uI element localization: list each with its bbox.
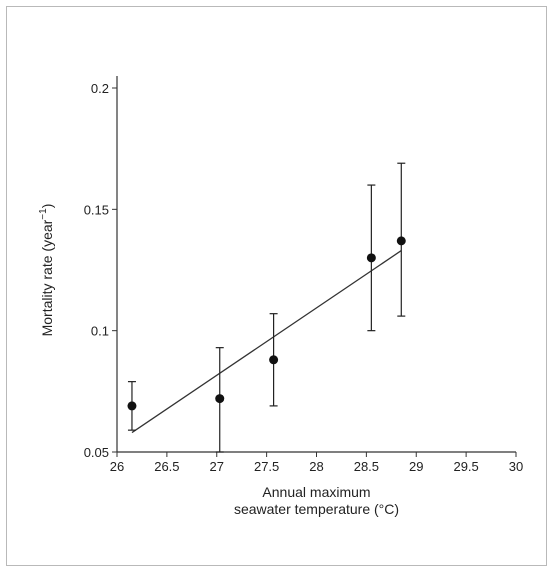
data-point bbox=[215, 394, 225, 404]
fit-line bbox=[131, 250, 402, 434]
data-point bbox=[366, 253, 376, 263]
x-ticks: 26 26.5 27 27.5 28 28.5 29 29.5 30 bbox=[110, 452, 523, 474]
x-tick-label: 28.5 bbox=[354, 459, 379, 474]
y-tick-label: 0.05 bbox=[84, 445, 109, 460]
y-tick-label: 0.2 bbox=[91, 81, 109, 96]
y-axis-title-suffix: ) bbox=[39, 204, 55, 209]
y-tick-label: 0.1 bbox=[91, 324, 109, 339]
regression-line bbox=[131, 250, 402, 434]
x-tick-label: 29.5 bbox=[453, 459, 478, 474]
data-point bbox=[127, 401, 137, 411]
x-axis-title-line-1: Annual maximum bbox=[262, 484, 370, 500]
data-point bbox=[396, 236, 406, 246]
x-tick-label: 27.5 bbox=[254, 459, 279, 474]
y-ticks: 0.05 0.1 0.15 0.2 bbox=[84, 81, 117, 460]
y-axis-title: Mortality rate (year−1) bbox=[38, 204, 55, 337]
x-tick-label: 30 bbox=[509, 459, 523, 474]
error-bars bbox=[127, 162, 406, 453]
x-tick-label: 26 bbox=[110, 459, 124, 474]
x-tick-label: 28 bbox=[309, 459, 323, 474]
y-axis-title-superscript: −1 bbox=[38, 208, 49, 220]
x-tick-label: 29 bbox=[409, 459, 423, 474]
data-point bbox=[269, 355, 279, 365]
y-axis-title-text: Mortality rate (year bbox=[39, 219, 55, 336]
y-tick-label: 0.15 bbox=[84, 202, 109, 217]
x-tick-label: 27 bbox=[210, 459, 224, 474]
chart-axes bbox=[116, 76, 516, 453]
x-tick-label: 26.5 bbox=[154, 459, 179, 474]
figure-frame bbox=[6, 6, 547, 566]
data-points bbox=[127, 236, 406, 411]
x-axis-title-line-2: seawater temperature (°C) bbox=[234, 501, 399, 517]
